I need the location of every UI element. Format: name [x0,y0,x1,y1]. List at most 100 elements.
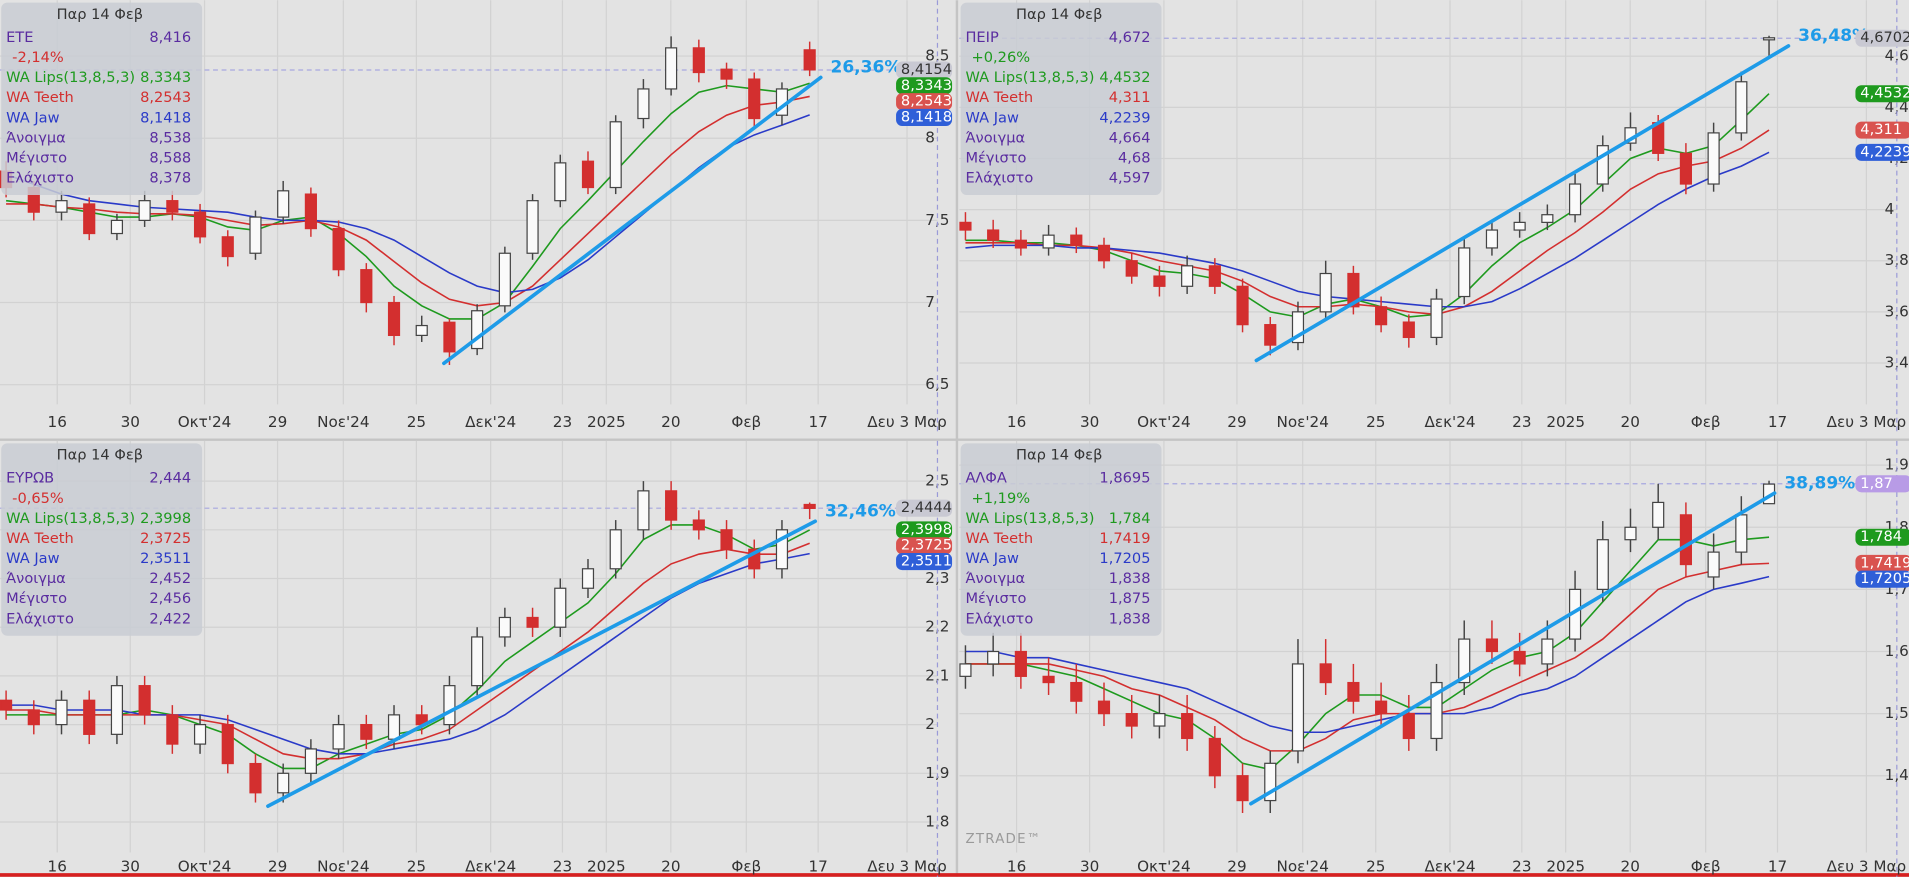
candle-body [0,699,13,711]
candle-body [609,121,622,189]
price-tag-label: 8,1418 [901,108,952,125]
candle-body [748,548,761,570]
candle-body [720,68,733,80]
info-name: -0,65% [12,490,64,507]
info-name: +0,26% [972,49,1031,66]
info-name: ΕΤΕ [6,29,33,46]
price-tag [1855,143,1909,161]
info-name: -2,14% [12,49,64,66]
bottom-bar [0,873,1909,877]
info-value: 1,784 [1109,510,1151,527]
x-tick-label: Δεκ'24 [1424,858,1475,876]
x-tick-label: 16 [1007,413,1026,431]
info-name: Μέγιστο [6,149,67,166]
price-tag-label: 8,4154 [901,61,952,78]
y-tick-label: 4 [1885,200,1895,218]
info-name: WA Jaw [965,109,1019,126]
price-tag [1855,85,1909,103]
price-tag [1855,29,1909,47]
indicator-line [965,575,1770,734]
x-tick-label: Δεκ'24 [1424,413,1475,431]
y-tick-label: 8 [925,129,935,147]
candle-body [803,503,816,509]
candle-body [1181,713,1194,740]
price-tag [896,93,953,111]
candle-body [554,587,567,628]
info-name: WA Teeth [6,530,74,547]
x-tick-label: 25 [1366,413,1385,431]
info-name: ΑΛΦΑ [965,470,1006,487]
x-tick-label: 29 [1227,858,1246,876]
info-value: 4,311 [1109,89,1151,106]
candle-body [1264,762,1277,802]
candle-body [1208,737,1221,777]
info-value: 4,664 [1109,129,1151,146]
x-tick-label: Δευ 3 Μαρ [867,413,947,431]
info-value: 2,456 [149,590,191,607]
candle-body [1347,681,1360,702]
info-name: Ελάχιστο [965,170,1033,187]
candle-body [1402,321,1415,339]
x-tick-label: 17 [1768,413,1787,431]
candle-body [110,219,124,235]
candle-body [1153,275,1166,287]
price-tag-label: 2,3725 [901,537,952,554]
x-tick-label: 20 [1621,413,1640,431]
candle-body [1513,221,1526,231]
info-value: 2,3511 [140,550,191,567]
info-name: WA Lips(13,8,5,3) [965,510,1094,527]
candle-body [83,203,96,235]
chart-panel: 16 30 Οκτ'24 29 Νοε'24 25 Δεκ'24 23 2025 20 Φεβ 17 Δ… [959,440,1909,877]
x-tick-label: 30 [121,858,140,876]
candle-body [748,78,761,120]
price-tag-label: 4,311 [1860,121,1902,138]
candle-body [1762,37,1776,41]
candle-body [1042,234,1055,249]
candle-body [1485,229,1499,249]
candle-body [1291,311,1305,344]
info-date: Παρ 14 Φεβ [1016,6,1102,23]
info-value: 2,452 [149,570,191,587]
candle-body [249,762,262,794]
info-value: 8,3343 [140,69,191,86]
info-name: ΠΕΙΡ [965,29,998,46]
price-tag-label: 4,2239 [1860,143,1909,160]
x-tick-label: 16 [1007,858,1026,876]
info-name: Άνοιγμα [6,129,66,146]
trendline [266,519,818,809]
x-tick-label: 20 [661,858,680,876]
info-name: Άνοιγμα [965,570,1025,587]
x-tick-label: 25 [407,413,426,431]
y-tick-label: 1,9 [925,764,949,782]
candle-body [1042,675,1055,684]
x-tick-label: Νοε'24 [1276,858,1328,876]
price-tag [1855,475,1909,493]
candle-body [166,200,179,213]
price-tag-label: 1,7419 [1860,554,1909,571]
price-tag-label: 1,784 [1860,528,1902,545]
x-tick-label: Νοε'24 [317,413,369,431]
info-value: 4,2239 [1099,109,1150,126]
x-tick-label: Δεκ'24 [465,413,516,431]
price-tag [1855,554,1909,572]
chart-panel: 16 30 Οκτ'24 29 Νοε'24 25 Δεκ'24 23 2025 20 Φεβ 17 Δ… [0,0,953,435]
candle-body [1319,663,1332,684]
x-tick-label: 29 [268,413,287,431]
trendline [1254,44,1791,363]
candle-body [692,47,705,74]
price-tag [896,553,953,571]
info-name: WA Teeth [965,89,1033,106]
x-tick-label: 23 [553,413,572,431]
price-tag-label: 2,4444 [901,499,952,516]
indicator-line [965,562,1770,752]
info-name: WA Jaw [6,109,60,126]
x-tick-label: Δεκ'24 [465,858,516,876]
x-tick-label: 23 [1512,413,1531,431]
candle-body [665,47,678,90]
candle-body [110,685,124,735]
candle-body [1679,514,1692,566]
candle-body [637,88,650,120]
y-tick-label: 2,2 [925,618,949,636]
x-tick-label: 23 [1512,858,1531,876]
